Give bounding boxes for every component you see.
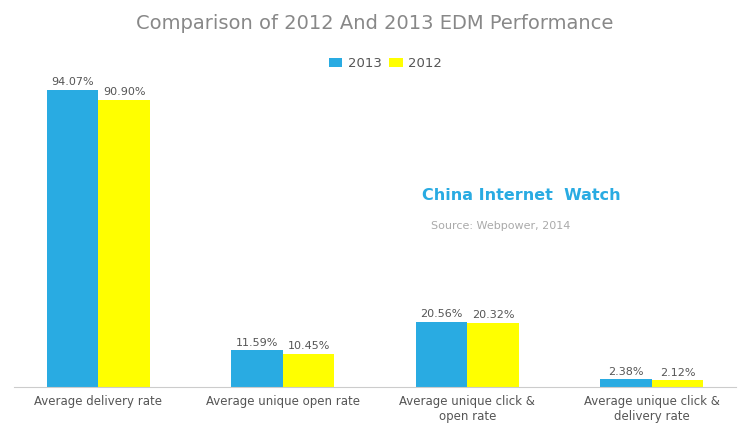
Bar [231,350,283,387]
Title: Comparison of 2012 And 2013 EDM Performance: Comparison of 2012 And 2013 EDM Performa… [136,14,614,33]
Text: 11.59%: 11.59% [236,338,278,347]
Bar [600,379,652,387]
Text: 2.38%: 2.38% [608,367,644,377]
Bar [652,380,704,387]
Text: 2.12%: 2.12% [660,368,695,378]
Bar [46,90,98,387]
Legend: 2013, 2012: 2013, 2012 [324,52,447,76]
Text: 20.56%: 20.56% [420,309,463,319]
Bar [98,100,150,387]
Text: 90.90%: 90.90% [103,87,146,97]
Text: Source: Webpower, 2014: Source: Webpower, 2014 [431,222,571,232]
Bar [283,354,334,387]
Text: 10.45%: 10.45% [287,341,330,351]
Text: China Internet  Watch: China Internet Watch [422,188,620,203]
Text: 94.07%: 94.07% [51,77,94,87]
Bar [467,323,519,387]
Bar [416,322,467,387]
Text: 20.32%: 20.32% [472,310,514,320]
